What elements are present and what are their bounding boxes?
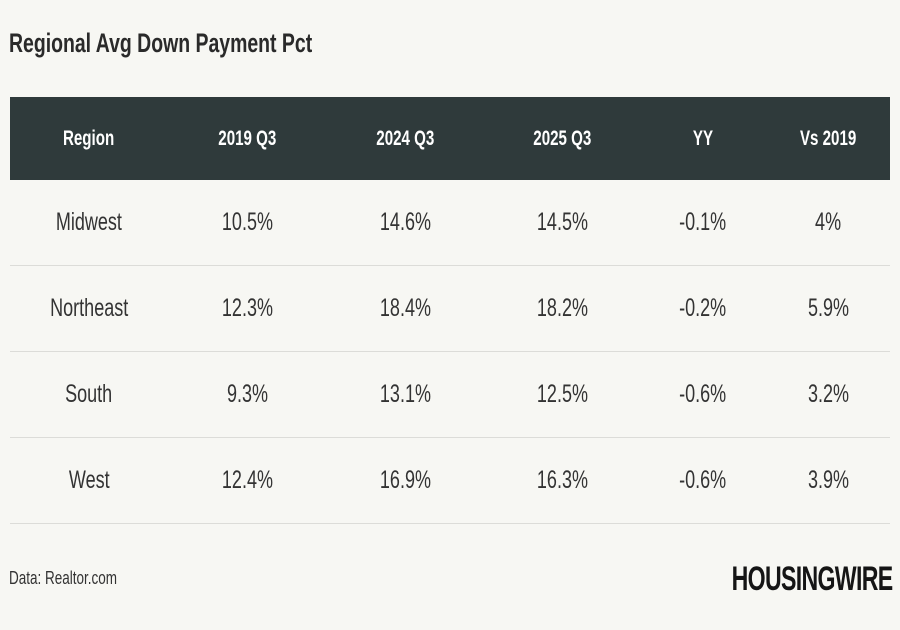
cell-value: 10.5% [221, 208, 273, 236]
cell-value: 3.2% [807, 380, 849, 408]
table-cell: Northeast [10, 265, 168, 352]
table-cell: -0.2% [640, 265, 766, 352]
table-cell: 14.6% [326, 180, 484, 266]
source-note: Data: Realtor.com [9, 568, 118, 588]
table-cell: 10.5% [168, 180, 326, 266]
cell-value: 16.3% [536, 466, 588, 494]
table-cell: -0.1% [640, 180, 766, 266]
cell-value: -0.2% [679, 294, 727, 322]
column-header: 2025 Q3 [484, 97, 640, 180]
table-cell: 3.9% [766, 437, 890, 524]
cell-value: 13.1% [379, 380, 431, 408]
cell-value: West [68, 466, 110, 494]
cell-value: -0.6% [679, 380, 727, 408]
table-cell: 18.4% [326, 265, 484, 352]
table-row: Northeast 12.3% 18.4% 18.2% -0.2% 5.9% [10, 265, 890, 352]
cell-value: -0.1% [679, 208, 727, 236]
table-cell: 16.3% [484, 437, 640, 524]
column-header: Vs 2019 [766, 97, 890, 180]
cell-value: 12.5% [536, 380, 588, 408]
column-header-label: Region [63, 126, 115, 150]
table-cell: Midwest [10, 180, 168, 266]
cell-value: 4% [814, 208, 842, 236]
cell-value: 12.3% [221, 294, 273, 322]
table-cell: 5.9% [766, 265, 890, 352]
column-header-label: Vs 2019 [799, 126, 857, 150]
column-header: 2024 Q3 [326, 97, 484, 180]
table-row: South 9.3% 13.1% 12.5% -0.6% 3.2% [10, 351, 890, 438]
table-cell: 4% [766, 180, 890, 266]
cell-value: 16.9% [379, 466, 431, 494]
table-row: Midwest 10.5% 14.6% 14.5% -0.1% 4% [10, 180, 890, 266]
table-cell: -0.6% [640, 351, 766, 438]
table-cell: 12.4% [168, 437, 326, 524]
cell-value: 5.9% [807, 294, 849, 322]
cell-value: South [65, 380, 113, 408]
table-cell: 13.1% [326, 351, 484, 438]
cell-value: 3.9% [807, 466, 849, 494]
chart-title: Regional Avg Down Payment Pct [9, 28, 313, 58]
cell-value: Midwest [55, 208, 123, 236]
cell-value: 18.4% [379, 294, 431, 322]
column-header: 2019 Q3 [168, 97, 326, 180]
table-cell: 16.9% [326, 437, 484, 524]
cell-value: Northeast [49, 294, 129, 322]
cell-value: 14.6% [379, 208, 431, 236]
cell-value: 18.2% [536, 294, 588, 322]
table-cell: 12.5% [484, 351, 640, 438]
table-header-row: Region 2019 Q3 2024 Q3 2025 Q3 YY Vs 2019 [10, 97, 890, 180]
cell-value: -0.6% [679, 466, 727, 494]
column-header: Region [10, 97, 168, 180]
table-row: West 12.4% 16.9% 16.3% -0.6% 3.9% [10, 437, 890, 524]
cell-value: 12.4% [221, 466, 273, 494]
cell-value: 14.5% [536, 208, 588, 236]
column-header-label: 2025 Q3 [532, 126, 592, 150]
table-cell: 18.2% [484, 265, 640, 352]
table-cell: West [10, 437, 168, 524]
table-cell: -0.6% [640, 437, 766, 524]
table-cell: 14.5% [484, 180, 640, 266]
column-header-label: 2019 Q3 [217, 126, 277, 150]
cell-value: 9.3% [226, 380, 268, 408]
column-header-label: 2024 Q3 [375, 126, 435, 150]
table-cell: South [10, 351, 168, 438]
housingwire-logo: HOUSINGWIRE [731, 560, 892, 598]
table-cell: 3.2% [766, 351, 890, 438]
column-header: YY [640, 97, 766, 180]
column-header-label: YY [692, 126, 714, 150]
table-cell: 12.3% [168, 265, 326, 352]
data-table: Region 2019 Q3 2024 Q3 2025 Q3 YY Vs 2019 Mid… [10, 97, 890, 524]
table-cell: 9.3% [168, 351, 326, 438]
